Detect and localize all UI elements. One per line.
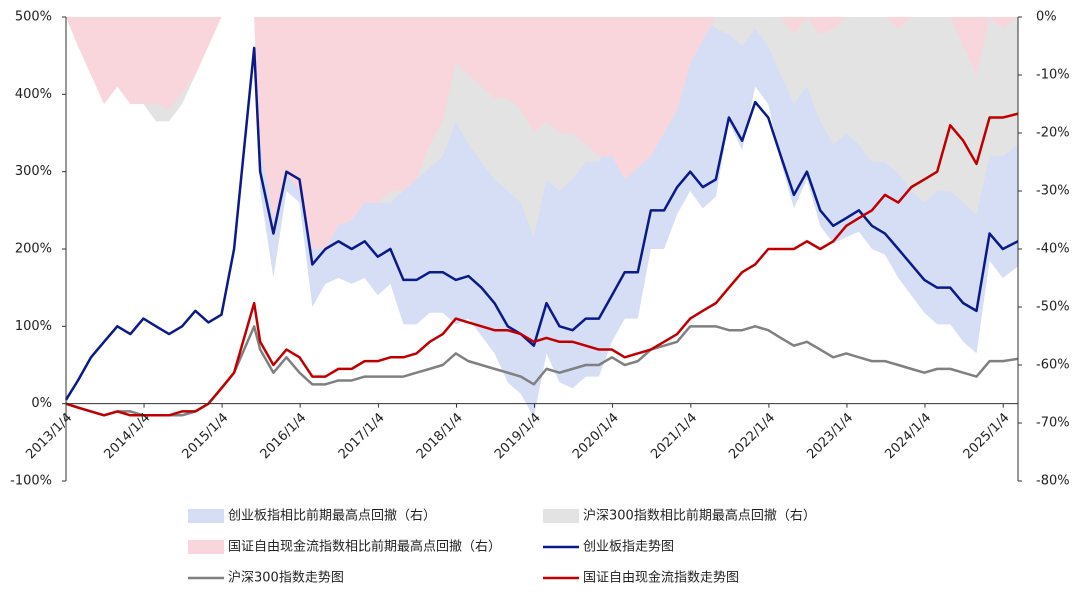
y2-tick-label: -20% <box>1036 126 1070 141</box>
areas <box>66 17 1018 418</box>
y-tick-label: -100% <box>10 474 52 489</box>
drawdown-area <box>66 17 1018 249</box>
legend-label: 沪深300指数相比前期最高点回撤（右） <box>583 508 816 524</box>
legend-swatch <box>188 509 224 523</box>
y-tick-label: 100% <box>15 319 52 334</box>
x-tick-label: 2023/1/4 <box>804 410 856 462</box>
y2-tick-label: -70% <box>1036 416 1070 431</box>
index-line <box>65 112 1019 417</box>
y-tick-label: 300% <box>15 164 52 179</box>
x-tick-label: 2025/1/4 <box>961 410 1013 462</box>
x-tick-label: 2017/1/4 <box>336 410 388 462</box>
x-tick-label: 2016/1/4 <box>258 410 310 462</box>
y-tick-label: 500% <box>15 10 52 25</box>
legend-label: 创业板指走势图 <box>583 539 674 555</box>
x-tick-label: 2024/1/4 <box>882 410 934 462</box>
legend-label: 创业板指相比前期最高点回撤（右） <box>228 508 436 524</box>
x-tick-label: 2022/1/4 <box>726 410 778 462</box>
x-tick-label: 2015/1/4 <box>180 410 232 462</box>
y-tick-label: 400% <box>15 87 52 102</box>
lines <box>64 46 1019 417</box>
y2-tick-label: -60% <box>1036 358 1070 373</box>
y-tick-label: 0% <box>31 396 52 411</box>
x-tick-label: 2020/1/4 <box>570 410 622 462</box>
x-tick-label: 2014/1/4 <box>101 410 153 462</box>
legend-swatch <box>543 509 579 523</box>
y2-tick-label: -30% <box>1036 184 1070 199</box>
x-tick-label: 2019/1/4 <box>492 410 544 462</box>
x-tick-label: 2021/1/4 <box>648 410 700 462</box>
legend-label: 国证自由现金流指数走势图 <box>583 570 739 586</box>
legend-swatch <box>188 540 224 554</box>
y2-tick-label: -40% <box>1036 242 1070 257</box>
x-tick-label: 2018/1/4 <box>414 410 466 462</box>
index-line <box>64 46 1019 401</box>
x-tick-label: 2013/1/4 <box>23 410 75 462</box>
legend-label: 沪深300指数走势图 <box>228 570 344 586</box>
y2-tick-label: -50% <box>1036 300 1070 315</box>
y2-tick-label: -80% <box>1036 474 1070 489</box>
y2-tick-label: 0% <box>1036 10 1057 25</box>
legend-label: 国证自由现金流指数相比前期最高点回撤（右） <box>228 539 501 555</box>
y-tick-label: 200% <box>15 242 52 257</box>
y2-tick-label: -10% <box>1036 68 1070 83</box>
